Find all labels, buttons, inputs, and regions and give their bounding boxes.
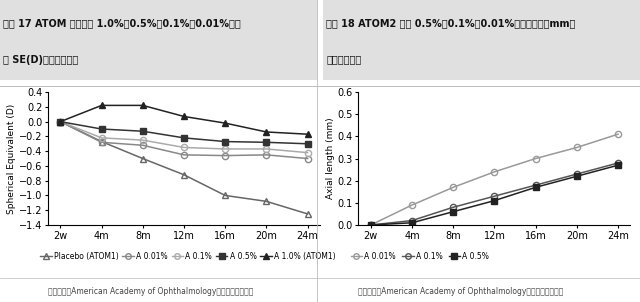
A 0.5% (56, 120, 64, 124)
A 0.1% (367, 223, 374, 227)
Text: 图表 17 ATOM 系列试验 1.0%、0.5%、0.1%、0.01%阿托: 图表 17 ATOM 系列试验 1.0%、0.5%、0.1%、0.01%阿托 (3, 18, 241, 28)
A 0.01% (304, 157, 312, 160)
Placebo (ATOM1) (304, 212, 312, 216)
A 0.01% (614, 132, 622, 136)
A 0.1% (262, 147, 270, 151)
A 0.5% (408, 221, 416, 225)
A 0.1% (449, 205, 457, 209)
A 0.5% (221, 140, 229, 143)
A 1.0% (ATOM1) (98, 104, 106, 107)
A 0.1% (180, 146, 188, 149)
A 0.1% (139, 138, 147, 142)
A 0.01% (532, 157, 540, 160)
A 0.1% (408, 219, 416, 222)
Text: 品 SE(D)两年实验结果: 品 SE(D)两年实验结果 (3, 55, 79, 65)
Placebo (ATOM1) (56, 120, 64, 124)
Placebo (ATOM1) (98, 140, 106, 143)
A 0.5% (139, 130, 147, 133)
A 0.01% (56, 120, 64, 124)
A 0.1% (56, 120, 64, 124)
A 0.1% (614, 161, 622, 165)
Line: A 1.0% (ATOM1): A 1.0% (ATOM1) (57, 102, 311, 137)
A 1.0% (ATOM1) (180, 115, 188, 118)
Line: A 0.1%: A 0.1% (57, 118, 311, 156)
Placebo (ATOM1) (262, 200, 270, 203)
A 0.01% (408, 203, 416, 207)
A 1.0% (ATOM1) (56, 120, 64, 124)
A 0.5% (180, 136, 188, 140)
A 0.5% (262, 140, 270, 144)
Legend: Placebo (ATOM1), A 0.01%, A 0.1%, A 0.5%, A 1.0% (ATOM1): Placebo (ATOM1), A 0.01%, A 0.1%, A 0.5%… (37, 249, 339, 264)
A 0.01% (221, 154, 229, 157)
A 0.1% (532, 183, 540, 187)
A 0.5% (573, 175, 580, 178)
A 0.5% (98, 127, 106, 131)
Y-axis label: Spherical Equivalent (D): Spherical Equivalent (D) (7, 103, 16, 214)
A 0.1% (304, 151, 312, 154)
A 0.5% (367, 223, 374, 227)
A 1.0% (ATOM1) (262, 130, 270, 134)
A 0.01% (180, 153, 188, 157)
A 0.01% (139, 143, 147, 147)
Text: 资料来源：American Academy of Ophthalmology，华安证券研究所: 资料来源：American Academy of Ophthalmology，华… (358, 287, 564, 296)
A 0.1% (573, 172, 580, 176)
A 1.0% (ATOM1) (139, 104, 147, 107)
A 1.0% (ATOM1) (304, 132, 312, 136)
A 0.5% (614, 163, 622, 167)
Placebo (ATOM1) (221, 194, 229, 197)
A 0.01% (262, 153, 270, 157)
A 0.1% (221, 147, 229, 151)
A 0.5% (532, 185, 540, 189)
A 0.01% (98, 140, 106, 144)
Line: A 0.1%: A 0.1% (367, 160, 621, 228)
Text: 图表 18 ATOM2 试验 0.5%、0.1%、0.01%阿托品轴长（mm）: 图表 18 ATOM2 试验 0.5%、0.1%、0.01%阿托品轴长（mm） (326, 18, 576, 28)
Line: A 0.01%: A 0.01% (57, 118, 311, 162)
Line: A 0.01%: A 0.01% (367, 131, 621, 228)
Line: Placebo (ATOM1): Placebo (ATOM1) (57, 118, 311, 217)
A 0.01% (573, 146, 580, 149)
A 0.1% (98, 136, 106, 140)
A 0.5% (449, 210, 457, 214)
A 0.1% (491, 194, 499, 198)
Placebo (ATOM1) (180, 173, 188, 177)
Line: A 0.5%: A 0.5% (57, 118, 311, 147)
Text: 两年实验结果: 两年实验结果 (326, 55, 362, 65)
Y-axis label: Axial length (mm): Axial length (mm) (326, 118, 335, 199)
Line: A 0.5%: A 0.5% (367, 162, 621, 228)
A 0.01% (367, 223, 374, 227)
Placebo (ATOM1) (139, 157, 147, 160)
A 0.5% (304, 142, 312, 146)
A 1.0% (ATOM1) (221, 121, 229, 125)
A 0.01% (491, 170, 499, 174)
Legend: A 0.01%, A 0.1%, A 0.5%: A 0.01%, A 0.1%, A 0.5% (348, 249, 492, 264)
A 0.01% (449, 185, 457, 189)
Text: 资料来源：American Academy of Ophthalmology，华安证券研究所: 资料来源：American Academy of Ophthalmology，华… (48, 287, 253, 296)
A 0.5% (491, 199, 499, 202)
